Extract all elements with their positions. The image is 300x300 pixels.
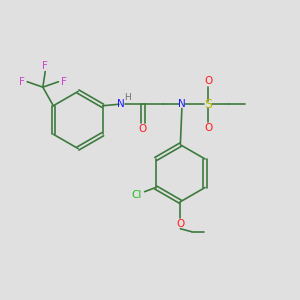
- Text: N: N: [178, 99, 186, 109]
- Text: S: S: [204, 98, 212, 111]
- Text: O: O: [204, 123, 212, 133]
- Text: O: O: [204, 76, 212, 86]
- Text: O: O: [176, 219, 184, 229]
- Text: H: H: [124, 93, 131, 102]
- Text: N: N: [117, 99, 125, 109]
- Text: F: F: [61, 77, 67, 87]
- Text: F: F: [19, 77, 25, 87]
- Text: F: F: [42, 61, 48, 71]
- Text: Cl: Cl: [132, 190, 142, 200]
- Text: O: O: [139, 124, 147, 134]
